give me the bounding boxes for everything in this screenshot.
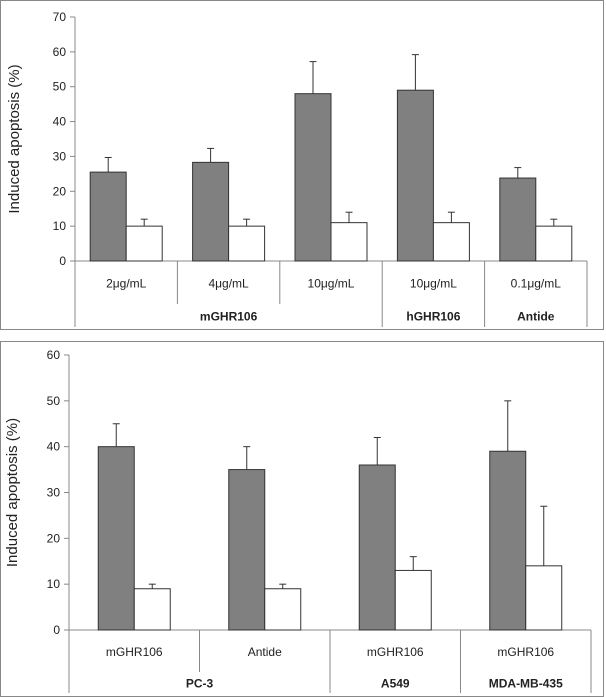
- y-tick-label: 40: [47, 440, 61, 454]
- y-axis-label: Induced apoptosis (%): [6, 64, 23, 213]
- group-label: PC-3: [186, 677, 214, 691]
- y-tick-label: 0: [53, 623, 60, 637]
- y-tick-label: 30: [47, 486, 61, 500]
- top-chart: Induced apoptosis (%) 0 10 20 30 40 50 60 70 mGHR…: [6, 10, 588, 327]
- category-label: mGHR106: [367, 645, 424, 659]
- bottom-chart: Induced apoptosis (%) 0 10 20 30 40 50 60 PC-3 A5…: [4, 348, 592, 693]
- bar-white: [535, 225, 573, 262]
- bar-gray: [358, 464, 396, 631]
- bottom-chart-panel: Induced apoptosis (%) 0 10 20 30 40 50 60 PC-3 A5…: [0, 341, 604, 697]
- bar-white: [330, 222, 368, 262]
- y-tick-label: 20: [53, 184, 67, 198]
- y-tick-label: 50: [53, 80, 67, 94]
- bar-gray: [228, 469, 266, 631]
- category-label: Antide: [248, 645, 282, 659]
- bar-gray: [489, 450, 527, 631]
- y-tick-label: 60: [47, 348, 61, 362]
- group-label: MDA-MB-435: [489, 677, 563, 691]
- top-chart-panel: Induced apoptosis (%) 0 10 20 30 40 50 60 70 mGHR…: [0, 0, 604, 330]
- y-tick-label: 0: [59, 254, 66, 268]
- bar-white: [228, 225, 266, 262]
- bar-gray: [192, 161, 230, 262]
- bar-white: [125, 225, 163, 262]
- bar-white: [394, 569, 432, 631]
- category-label: 0.1μg/mL: [511, 277, 562, 291]
- category-label: mGHR106: [106, 645, 163, 659]
- y-tick-label: 50: [47, 394, 61, 408]
- bar-white: [432, 222, 470, 262]
- y-tick-label: 40: [53, 115, 67, 129]
- y-tick-label: 10: [47, 577, 61, 591]
- group-label: mGHR106: [200, 310, 258, 324]
- y-tick-label: 60: [53, 45, 67, 59]
- category-label: mGHR106: [497, 645, 554, 659]
- bar-white: [133, 588, 171, 631]
- category-label: 10μg/mL: [308, 277, 355, 291]
- group-label: Antide: [517, 310, 555, 324]
- bar-gray: [97, 446, 135, 631]
- category-label: 4μg/mL: [208, 277, 249, 291]
- y-tick-label: 10: [53, 219, 67, 233]
- group-label: A549: [381, 677, 410, 691]
- bar-gray: [294, 93, 332, 262]
- group-label: hGHR106: [406, 310, 460, 324]
- y-tick-label: 70: [53, 10, 67, 24]
- bar-white: [525, 565, 563, 631]
- y-tick-label: 30: [53, 149, 67, 163]
- y-axis-label: Induced apoptosis (%): [4, 418, 21, 567]
- y-tick-label: 20: [47, 531, 61, 545]
- bar-gray: [89, 171, 127, 262]
- bar-white: [264, 588, 302, 631]
- category-label: 2μg/mL: [106, 277, 147, 291]
- category-label: 10μg/mL: [410, 277, 457, 291]
- bar-gray: [396, 89, 434, 262]
- bar-gray: [499, 177, 537, 262]
